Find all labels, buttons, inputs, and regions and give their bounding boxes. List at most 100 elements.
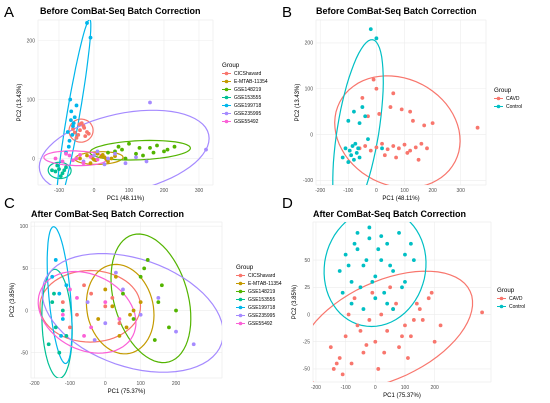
- y-tick-label: 200: [305, 41, 314, 47]
- data-point: [88, 35, 93, 40]
- legend: Group CICShavard E-MTAB-11354 GSE148219 GSE1…: [236, 264, 282, 327]
- legend-key-point: [224, 71, 229, 76]
- panel-c-letter: C: [4, 195, 15, 212]
- data-point: [69, 118, 73, 123]
- data-point: [92, 338, 97, 342]
- data-point: [103, 304, 108, 309]
- data-point: [174, 329, 178, 334]
- data-point: [113, 270, 118, 275]
- x-tick-label: -100: [54, 188, 64, 194]
- data-point: [371, 77, 376, 82]
- data-point: [430, 121, 435, 126]
- data-point: [141, 153, 145, 158]
- data-point: [85, 300, 90, 305]
- data-point: [355, 230, 360, 235]
- y-tick-label: 25: [304, 285, 310, 291]
- legend-label: GSE148219: [248, 289, 275, 295]
- data-point: [65, 130, 70, 134]
- data-point: [117, 317, 122, 321]
- data-point: [340, 155, 345, 160]
- data-point: [416, 157, 421, 162]
- data-point: [334, 361, 339, 366]
- x-axis-title: PC1 (48.11%): [107, 196, 144, 202]
- data-point: [64, 151, 68, 156]
- ellipse-E-MTAB-11354: [74, 151, 124, 165]
- legend-key-point: [224, 79, 229, 84]
- data-point: [71, 124, 75, 128]
- data-point: [419, 141, 424, 146]
- data-point: [117, 321, 122, 326]
- y-tick-label: 0: [307, 312, 310, 318]
- data-point: [411, 258, 416, 262]
- data-point: [144, 159, 149, 164]
- y-axis-title: PC2 (13.43%): [17, 84, 23, 122]
- legend-title: Group: [494, 87, 512, 94]
- data-point: [337, 269, 342, 273]
- data-point: [397, 230, 401, 235]
- x-tick-label: 200: [428, 188, 437, 194]
- panel-b-title: Before ComBat-Seq Batch Correction: [316, 6, 477, 16]
- data-point: [138, 300, 143, 305]
- data-point: [347, 148, 352, 153]
- data-point: [103, 321, 108, 326]
- data-point: [376, 247, 381, 252]
- x-tick-label: 100: [401, 385, 410, 391]
- data-point: [349, 279, 354, 284]
- x-tick-label: -100: [341, 385, 351, 391]
- data-point: [60, 159, 65, 164]
- panel-b-letter: B: [282, 4, 292, 21]
- data-point: [120, 147, 124, 152]
- data-point: [165, 147, 170, 152]
- data-point: [151, 150, 156, 155]
- data-point: [123, 156, 128, 161]
- data-point: [95, 157, 100, 162]
- data-point: [411, 318, 416, 322]
- data-point: [124, 325, 129, 330]
- data-point: [360, 96, 365, 100]
- data-point: [50, 300, 55, 305]
- y-tick-label: -100: [303, 178, 313, 184]
- panel-b: B Before ComBat-Seq Batch Correction -20…: [282, 4, 522, 202]
- data-point: [368, 148, 373, 153]
- data-point: [340, 290, 345, 295]
- data-point: [379, 312, 384, 317]
- y-tick-label: 0: [32, 156, 35, 162]
- data-point: [373, 274, 378, 279]
- data-point: [363, 144, 368, 148]
- data-point: [358, 285, 363, 290]
- data-point: [86, 131, 91, 136]
- data-point: [361, 350, 366, 355]
- data-point: [85, 21, 89, 25]
- legend-label: CAVD: [509, 296, 523, 302]
- ellipse-CAVD: [313, 270, 474, 382]
- data-point: [78, 128, 82, 133]
- data-point: [346, 312, 351, 317]
- ellipse-GSE148219: [110, 233, 192, 364]
- legend-title: Group: [497, 287, 515, 294]
- legend-label: GSE148219: [234, 87, 261, 93]
- data-point: [64, 165, 68, 170]
- data-point: [121, 291, 125, 296]
- data-point: [438, 323, 443, 328]
- data-point: [123, 161, 128, 166]
- data-point: [96, 317, 101, 321]
- legend-label: GSE153555: [248, 297, 275, 303]
- data-point: [346, 263, 351, 268]
- data-point: [355, 323, 360, 328]
- data-point: [72, 115, 77, 120]
- panel-a-title: Before ComBat-Seq Batch Correction: [40, 6, 201, 16]
- x-tick-label: 0: [104, 381, 107, 387]
- data-point: [75, 295, 79, 300]
- ellipse-GSE199718: [46, 226, 73, 365]
- plot-2: -200 -100 0 100 200 -50 0 50 100 PC1 (75.37%) PC2 …: [10, 221, 282, 395]
- x-tick-label: 0: [375, 188, 378, 194]
- x-tick-label: 0: [93, 188, 96, 194]
- data-point: [380, 141, 384, 146]
- data-point: [400, 334, 404, 339]
- data-point: [68, 325, 72, 330]
- y-tick-label: -25: [303, 340, 310, 346]
- data-point: [155, 143, 159, 148]
- data-point: [400, 285, 404, 290]
- legend-key-point: [238, 313, 243, 318]
